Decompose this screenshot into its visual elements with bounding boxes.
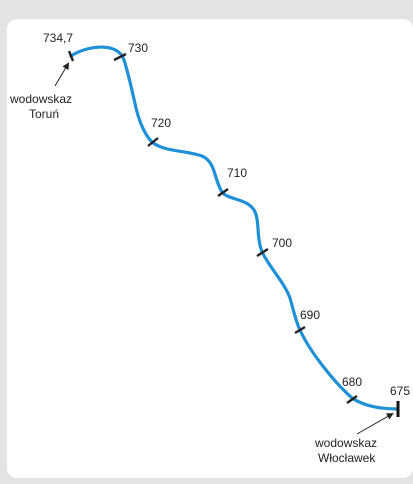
km-tick-720 [147, 137, 159, 147]
km-label-730: 730 [128, 41, 148, 55]
river-line [69, 45, 400, 411]
km-label-675: 675 [390, 384, 410, 398]
gauge-wloclawek-label-line2: Włocławek [318, 451, 376, 465]
km-tick-690 [294, 325, 306, 335]
km-label-720: 720 [151, 116, 171, 130]
km-tick-700 [256, 247, 269, 258]
km-tick-710 [217, 188, 229, 197]
gauge-torun-label-line2: Toruń [29, 107, 59, 121]
gauge-wloclawek-arrow [356, 413, 394, 435]
gauge-torun-arrow [54, 62, 70, 87]
km-label-700: 700 [272, 236, 292, 250]
km-label-710: 710 [227, 166, 247, 180]
km-label-680: 680 [342, 375, 362, 389]
km-label-690: 690 [300, 308, 320, 322]
km-tick-734-7 [67, 50, 75, 62]
km-label-734-7: 734,7 [43, 31, 73, 45]
km-tick-680 [346, 395, 358, 404]
gauge-torun-label-line1: wodowskaz [9, 92, 72, 106]
km-tick-730 [113, 52, 127, 62]
gauge-wloclawek-label-line1: wodowskaz [314, 436, 377, 450]
map-panel [7, 19, 413, 478]
